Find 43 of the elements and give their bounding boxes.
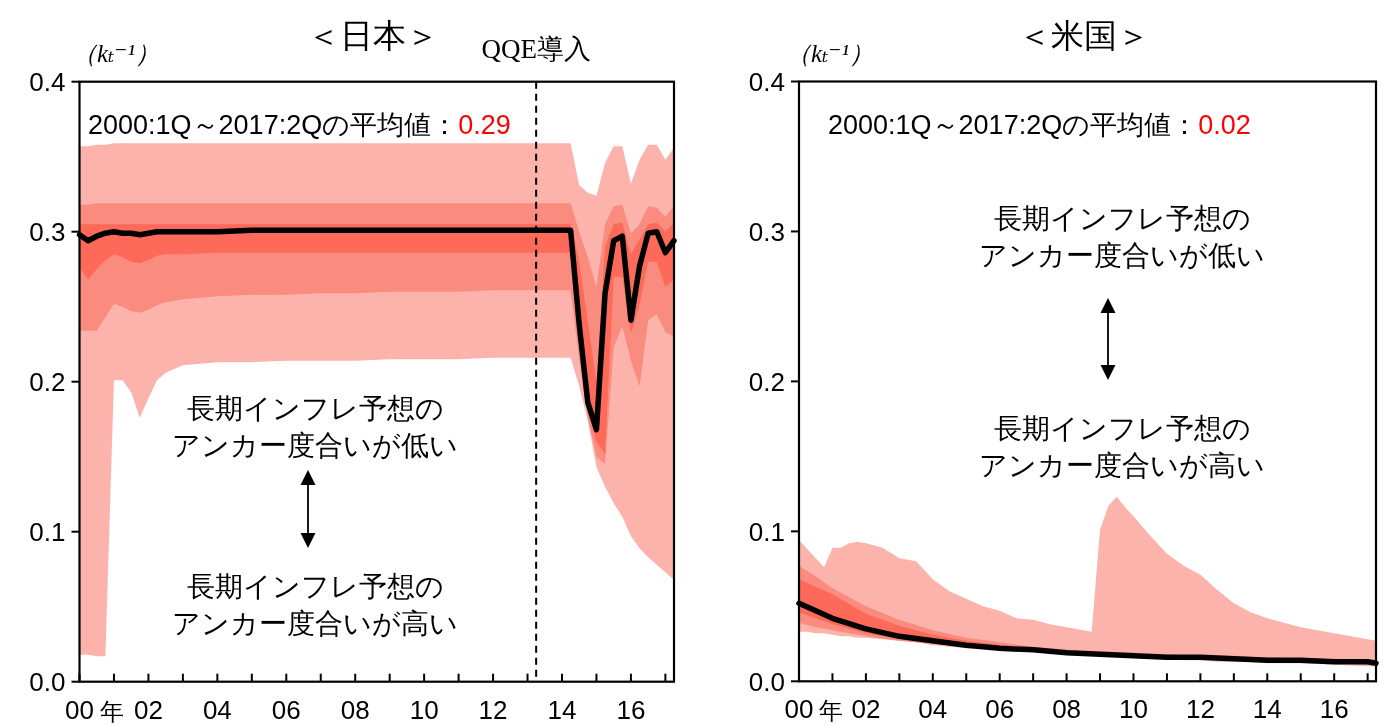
x-tick-label: 12 [1185, 694, 1215, 725]
x-tick-label: 16 [616, 694, 646, 725]
x-tick-label: 12 [478, 694, 508, 725]
x-tick-label: 10 [409, 694, 439, 725]
y-tick-label: 0.4 [29, 67, 66, 98]
chart-title: ＜米国＞ [1017, 16, 1150, 55]
annotation: 長期インフレ予想のアンカー度合いが低い [172, 392, 458, 463]
x-axis-title: 年 [99, 697, 124, 726]
y-tick-label: 0.1 [29, 517, 66, 548]
y-tick-label: 0.0 [29, 667, 66, 698]
x-tick-label: 06 [271, 694, 301, 725]
x-tick-label: 14 [1252, 694, 1282, 725]
x-tick-label: 04 [918, 694, 948, 725]
annotation: 長期インフレ予想のアンカー度合いが高い [979, 412, 1265, 483]
annotation: 2000:1Q～2017:2Qの平均値： [88, 109, 459, 140]
ref-line-label: QQE導入 [481, 33, 591, 64]
annotation: 2000:1Q～2017:2Qの平均値： [828, 109, 1199, 140]
y-tick-label: 0.3 [748, 216, 785, 247]
annotation: 長期インフレ予想のアンカー度合いが高い [172, 570, 458, 641]
y-tick-label: 0.4 [748, 66, 785, 97]
x-tick-label: 00 [784, 694, 814, 725]
x-tick-label: 08 [340, 694, 370, 725]
x-tick-label: 04 [202, 694, 232, 725]
x-tick-label: 06 [985, 694, 1015, 725]
x-tick-label: 00 [65, 694, 94, 725]
y-tick-label: 0.2 [748, 366, 785, 397]
y-tick-label: 0.2 [29, 367, 66, 398]
annotation: 0.02 [1198, 109, 1251, 140]
x-tick-label: 10 [1119, 694, 1148, 725]
y-axis-title: （kₜ⁻¹） [786, 40, 874, 67]
x-tick-label: 16 [1319, 694, 1349, 725]
y-tick-label: 0.1 [748, 516, 785, 547]
x-axis-title: 年 [819, 697, 843, 726]
y-tick-label: 0.0 [748, 666, 785, 697]
x-tick-label: 02 [851, 694, 881, 725]
annotation: 0.29 [458, 109, 511, 140]
x-tick-label: 08 [1052, 694, 1082, 725]
y-axis-title: （kₜ⁻¹） [72, 40, 160, 67]
annotation: 長期インフレ予想のアンカー度合いが低い [979, 202, 1265, 273]
x-tick-label: 02 [133, 694, 163, 725]
y-tick-label: 0.3 [29, 217, 66, 248]
chart-title: ＜日本＞ [306, 16, 439, 55]
x-tick-label: 14 [547, 694, 577, 725]
